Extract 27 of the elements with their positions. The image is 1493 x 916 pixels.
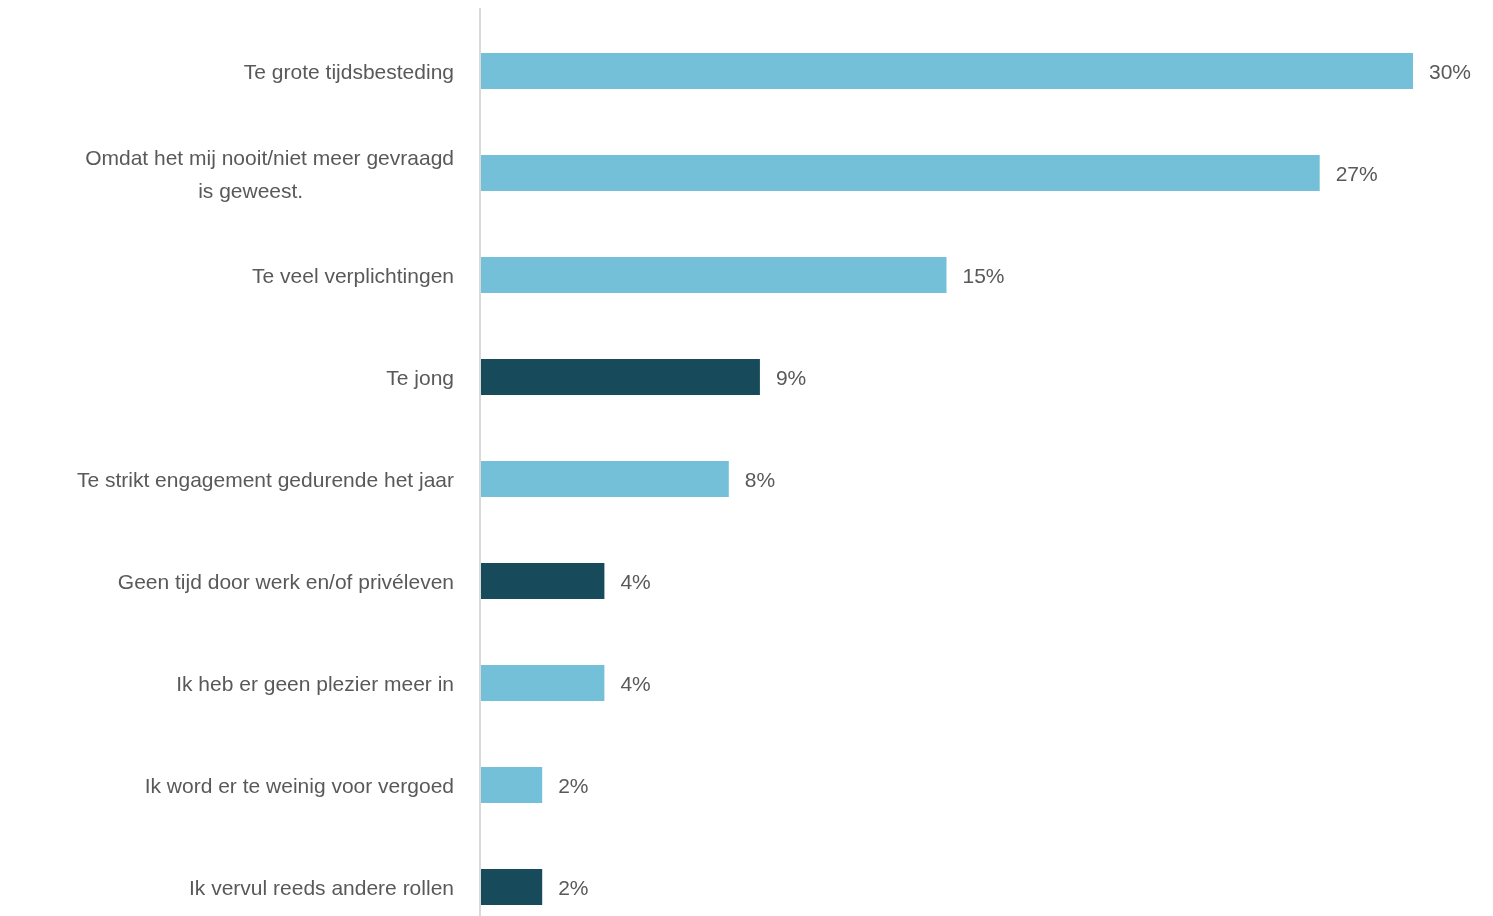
bar bbox=[480, 563, 605, 599]
y-tick-label: Te jong bbox=[386, 365, 454, 389]
data-label: 27% bbox=[1335, 161, 1378, 185]
bar bbox=[480, 53, 1413, 89]
y-tick-label: Ik word er te weinig voor vergoed bbox=[144, 773, 454, 797]
bar bbox=[480, 665, 605, 701]
data-label: 9% bbox=[775, 365, 807, 389]
y-tick-label: Te veel verplichtingen bbox=[252, 263, 454, 287]
bar bbox=[480, 869, 543, 905]
bar bbox=[480, 461, 729, 497]
bar bbox=[480, 359, 760, 395]
data-label: 4% bbox=[620, 569, 651, 593]
data-label: 8% bbox=[744, 467, 776, 491]
data-label: 15% bbox=[962, 263, 1005, 287]
bar bbox=[480, 767, 543, 803]
y-tick-label: Te strikt engagement gedurende het jaar bbox=[76, 467, 455, 491]
y-tick-label: Ik vervul reeds andere rollen bbox=[189, 875, 454, 899]
bar bbox=[480, 155, 1320, 191]
y-tick-label: Omdat het mij nooit/niet meer gevraagd is geweest. bbox=[85, 145, 454, 201]
data-label: 2% bbox=[558, 875, 589, 899]
y-tick-label: Geen tijd door werk en/of privéleven bbox=[117, 569, 454, 593]
y-tick-label: Ik heb er geen plezier meer in bbox=[176, 671, 454, 695]
data-label: 30% bbox=[1429, 59, 1472, 83]
data-label: 4% bbox=[620, 671, 651, 695]
data-label: 2% bbox=[558, 773, 589, 797]
bar bbox=[480, 257, 947, 293]
y-tick-label: Te grote tijdsbesteding bbox=[243, 59, 454, 83]
